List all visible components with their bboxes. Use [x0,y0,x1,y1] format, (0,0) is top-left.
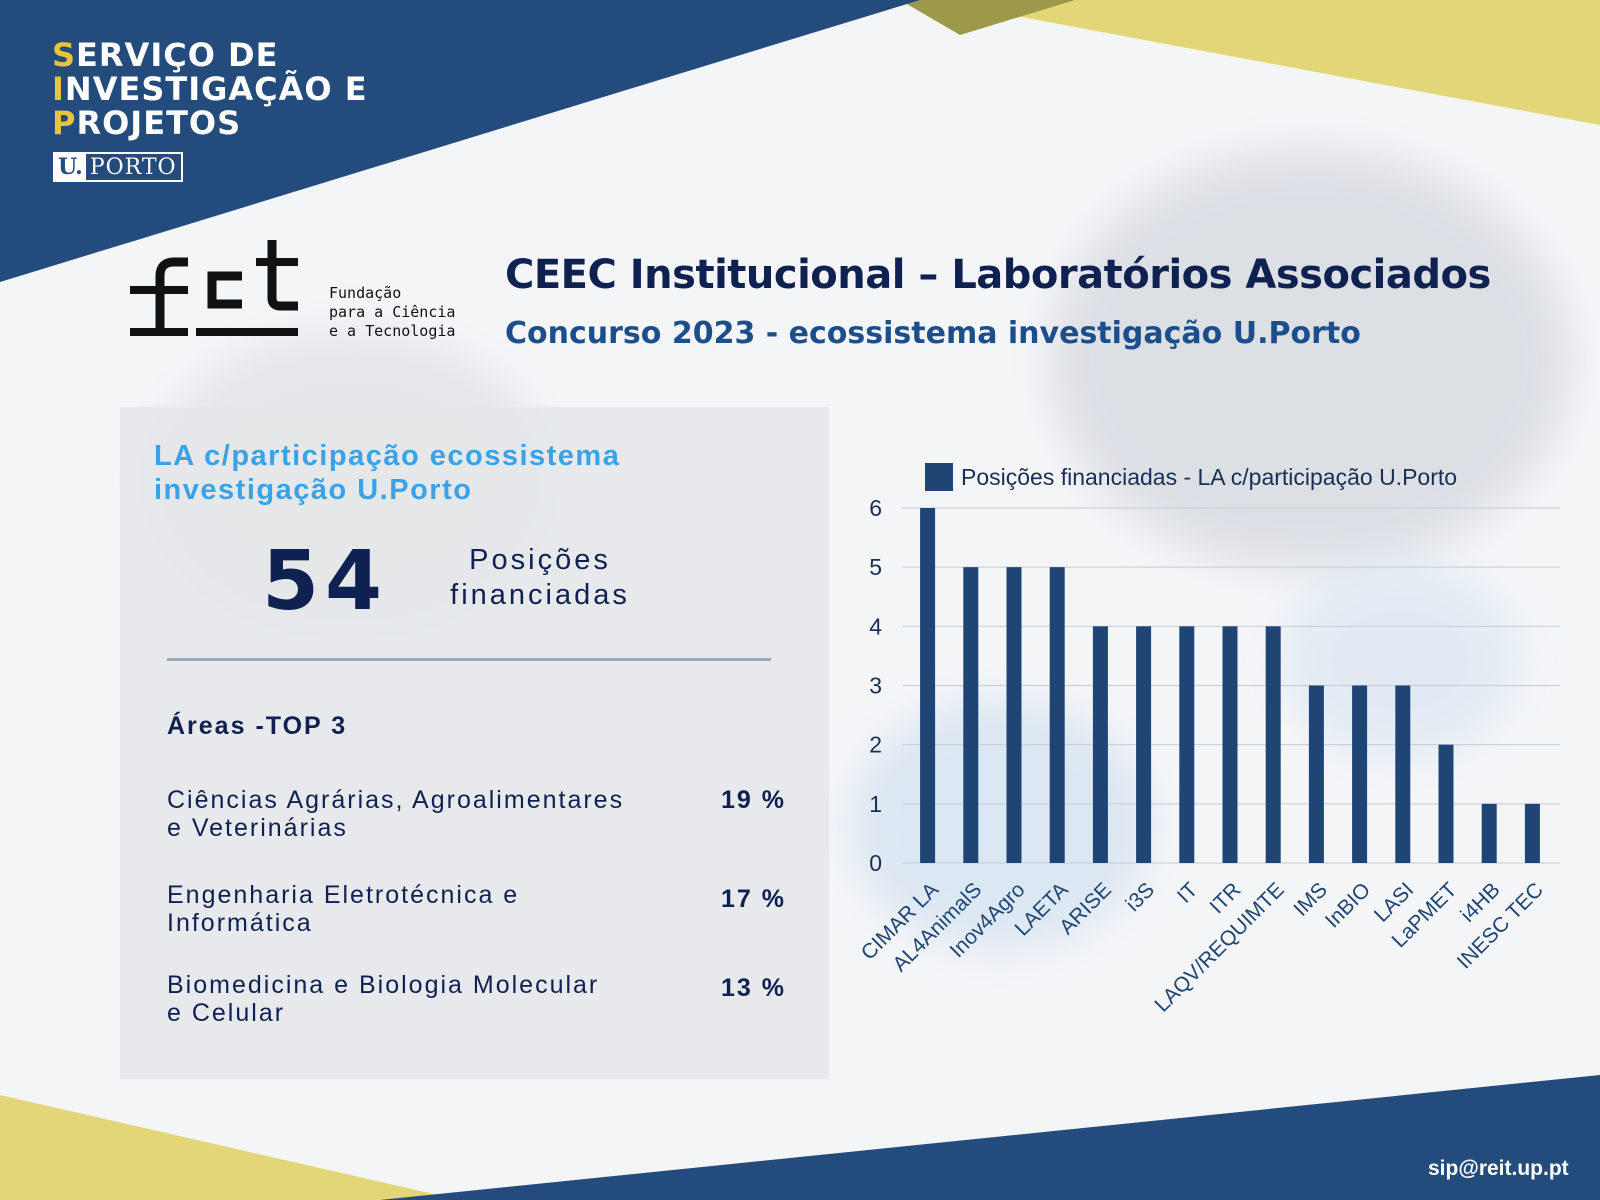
areas-title: Áreas -TOP 3 [167,712,348,740]
fct-line: para a Ciência [329,303,456,321]
y-tick-label: 2 [869,732,882,758]
x-tick-label: InBIO [1321,878,1375,932]
fct-line: e a Tecnologia [329,322,456,340]
page-title: CEEC Institucional – Laboratórios Associ… [505,252,1491,298]
area-line: Engenharia Eletrotécnica e [167,881,520,909]
area-percent: 19 % [721,786,786,814]
area-line: e Celular [167,999,286,1027]
bar [1395,685,1411,863]
bar [1265,626,1281,863]
brand-text: ERVIÇO DE [76,36,279,74]
area-percent: 17 % [721,885,786,913]
bar [1352,685,1368,863]
total-label-line: financiadas [450,579,630,611]
panel-heading: LA c/participação ecossistema investigaç… [154,439,620,507]
panel-heading-line: LA c/participação ecossistema [154,440,621,472]
bar [1481,803,1497,863]
bar [1006,567,1022,863]
background-blur [1050,150,1570,570]
uporto-logo: U. PORTO [53,152,183,182]
y-tick-label: 4 [869,613,882,639]
bar [963,567,979,863]
summary-panel: LA c/participação ecossistema investigaç… [120,407,829,1079]
y-tick-label: 1 [869,791,882,817]
total-positions: 54 [262,534,389,629]
uporto-u: U. [55,154,86,180]
chart-legend: Posições financiadas - LA c/participação… [925,463,1457,491]
area-item: Engenharia Eletrotécnica e Informática [167,881,697,937]
bar [1092,626,1108,863]
legend-label: Posições financiadas - LA c/participação… [961,463,1458,490]
brand-text: ROJETOS [76,104,242,142]
page-subtitle: Concurso 2023 - ecossistema investigação… [505,316,1361,351]
y-tick-label: 0 [869,850,882,876]
bar [1222,626,1238,863]
bar [1524,803,1540,863]
uporto-porto: PORTO [89,154,177,180]
brand-initial: I [52,70,65,108]
area-line: Biomedicina e Biologia Molecular [167,971,600,999]
y-tick-label: 3 [869,673,882,699]
fct-name: Fundação para a Ciência e a Tecnologia [329,284,455,341]
total-label-line: Posições [469,544,611,576]
contact-email[interactable]: sip@reit.up.pt [1428,1157,1569,1180]
bar [1179,626,1195,863]
fct-line: Fundação [329,284,402,302]
area-item: Biomedicina e Biologia Molecular e Celul… [167,971,697,1027]
brand-initial: S [52,36,77,74]
bar [1308,685,1324,863]
divider [167,658,771,661]
bar [1136,626,1152,863]
area-percent: 13 % [721,974,786,1002]
panel-heading-line: investigação U.Porto [154,474,473,506]
fct-logo [130,240,298,336]
area-line: e Veterinárias [167,814,348,842]
y-tick-label: 5 [869,554,882,580]
bar [1438,744,1454,863]
x-tick-label: IT [1173,878,1203,908]
legend-swatch [925,463,953,491]
brand-initial: P [52,104,77,142]
total-label: Posições financiadas [420,543,660,613]
x-tick-label: i3S [1121,878,1159,916]
y-tick-label: 6 [869,495,882,521]
brand-text: NVESTIGAÇÃO E [64,70,368,108]
area-item: Ciências Agrárias, Agroalimentares e Vet… [167,786,697,842]
sip-brand: SERVIÇO DE INVESTIGAÇÃO E PROJETOS [52,38,368,140]
area-line: Informática [167,909,313,937]
bar [1049,567,1065,863]
area-line: Ciências Agrárias, Agroalimentares [167,786,625,814]
bar [920,508,936,863]
